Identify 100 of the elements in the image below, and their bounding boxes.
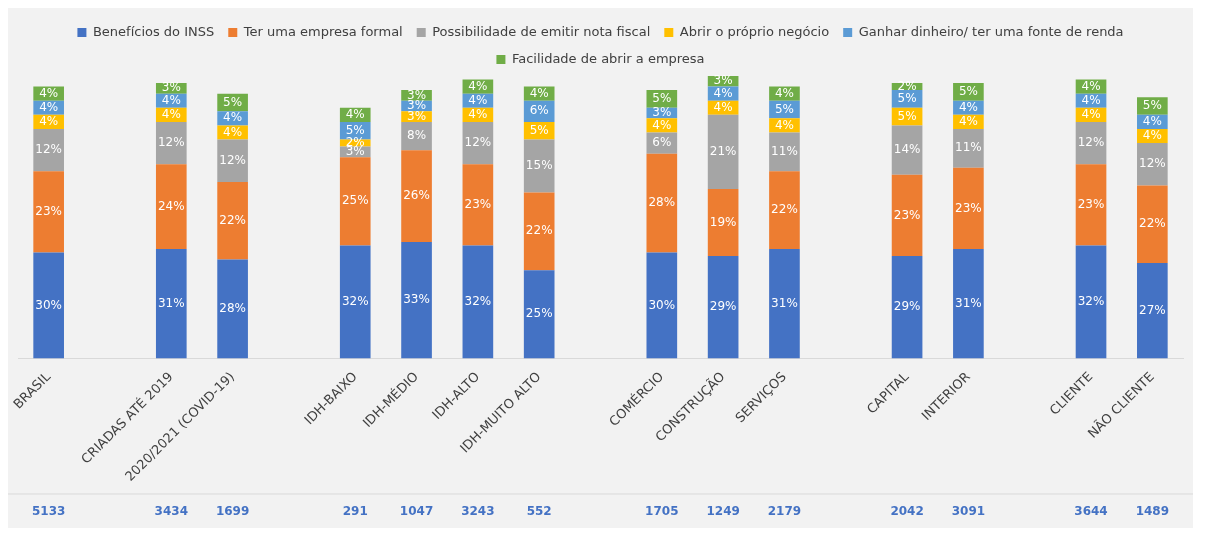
data-label: 2% <box>897 78 917 93</box>
text: 1705 <box>645 504 679 519</box>
data-label: 30% <box>35 297 62 312</box>
data-label: 4% <box>161 92 181 107</box>
data-label: 5% <box>529 122 549 137</box>
data-label: 6% <box>529 103 549 118</box>
bar <box>523 270 555 359</box>
text: 3644 <box>1074 504 1108 519</box>
data-label: 19% <box>709 214 737 229</box>
bar <box>33 128 64 172</box>
data-label: 29% <box>709 299 737 314</box>
data-label: 4% <box>223 124 243 139</box>
data-label: 3% <box>652 105 672 120</box>
data-label: 23% <box>955 200 982 215</box>
bar <box>646 153 678 253</box>
legend-label: Abrir o próprio negócio <box>679 23 830 39</box>
data-label: 5% <box>1142 98 1162 113</box>
data-label: 4% <box>39 85 59 100</box>
data-label: 4% <box>713 99 733 114</box>
data-label: 3% <box>407 108 427 123</box>
bar <box>523 192 555 271</box>
bar <box>953 248 984 359</box>
bar <box>769 171 800 249</box>
data-label: 5% <box>652 91 672 106</box>
data-label: 3% <box>713 73 733 88</box>
data-label: 4% <box>774 117 794 132</box>
data-label: 32% <box>341 294 369 309</box>
data-label: 21% <box>709 144 737 159</box>
text: 1699 <box>215 504 250 519</box>
data-label: 12% <box>35 142 62 157</box>
data-label: 25% <box>525 306 553 321</box>
bar <box>462 164 494 246</box>
data-label: 33% <box>403 292 430 307</box>
data-label: 12% <box>219 152 246 167</box>
bar <box>33 252 64 359</box>
data-label: 24% <box>157 198 185 213</box>
data-label: 4% <box>774 85 794 100</box>
legend-label: Facilidade de abrir a empresa <box>511 50 705 66</box>
data-label: 12% <box>1139 156 1166 171</box>
text: 1047 <box>399 504 434 519</box>
data-label: 22% <box>1139 216 1166 231</box>
data-label: 12% <box>1077 135 1105 150</box>
data-label: 4% <box>39 99 59 114</box>
data-label: 5% <box>958 84 978 99</box>
data-label: 4% <box>1142 114 1162 129</box>
data-label: 23% <box>35 204 62 219</box>
legend-label: Benefícios do INSS <box>92 23 215 39</box>
data-label: 3% <box>161 80 181 95</box>
data-label: 5% <box>897 91 917 106</box>
data-label: 4% <box>958 99 978 114</box>
bar <box>1075 164 1107 246</box>
data-label: 28% <box>648 195 676 210</box>
text: 3434 <box>154 504 188 519</box>
data-label: 4% <box>958 114 978 129</box>
data-label: 11% <box>955 140 982 155</box>
bar <box>217 139 248 182</box>
bar <box>462 245 494 359</box>
data-label: 14% <box>893 142 921 157</box>
bar <box>1075 245 1107 359</box>
data-label: 4% <box>468 106 488 121</box>
data-label: 4% <box>1142 128 1162 143</box>
text: 1249 <box>706 504 740 519</box>
data-label: 4% <box>39 114 59 129</box>
bar <box>891 174 923 257</box>
bar <box>707 188 739 257</box>
bar <box>646 252 678 359</box>
data-label: 22% <box>525 223 553 238</box>
data-label: 31% <box>771 295 798 310</box>
bar <box>155 121 187 165</box>
data-label: 23% <box>893 207 921 222</box>
legend-label: Ter uma empresa formal <box>242 23 403 39</box>
bar <box>523 139 555 193</box>
text: 291 <box>342 504 368 519</box>
data-label: 22% <box>771 202 798 217</box>
data-label: 8% <box>407 128 427 143</box>
data-label: 30% <box>648 297 676 312</box>
text: 3091 <box>951 504 986 519</box>
data-label: 4% <box>223 110 243 125</box>
data-label: 4% <box>161 106 181 121</box>
bar <box>1137 263 1168 359</box>
text: 2042 <box>890 504 924 519</box>
data-label: 11% <box>771 144 798 159</box>
data-label: 5% <box>345 122 365 137</box>
bar <box>1137 185 1168 264</box>
data-label: 12% <box>464 135 492 150</box>
data-label: 31% <box>157 295 185 310</box>
data-label: 26% <box>403 188 430 203</box>
data-label: 23% <box>1077 196 1105 211</box>
data-label: 4% <box>1081 92 1101 107</box>
text: 3243 <box>461 504 495 519</box>
data-label: 22% <box>219 212 246 227</box>
bar <box>1137 143 1168 186</box>
text: 552 <box>526 504 552 519</box>
bar <box>891 256 923 359</box>
bar <box>33 171 64 253</box>
data-label: 5% <box>897 108 917 123</box>
bar <box>769 248 800 359</box>
data-label: 15% <box>525 158 553 173</box>
data-label: 32% <box>464 294 492 309</box>
data-label: 4% <box>345 106 365 121</box>
